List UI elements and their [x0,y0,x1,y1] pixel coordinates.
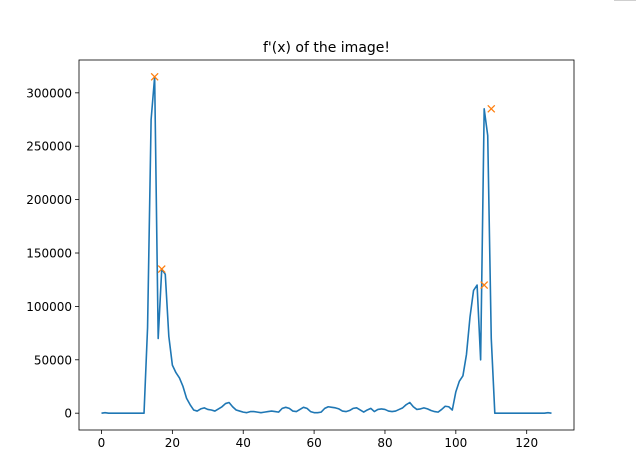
peak-marker [487,104,496,113]
peak-marker [157,265,166,273]
plot-area [79,60,574,430]
peak-marker [150,72,159,81]
y-tick-label: 200000 [26,193,72,207]
x-tick-label: 40 [236,436,251,450]
x-tick-label: 80 [377,436,392,450]
y-tick-label: 250000 [26,140,72,154]
chart-title: f'(x) of the image! [263,40,390,56]
ticks-layer: 0 20 40 60 80 100 120 0 50000 100000 150000 200000 2… [26,86,538,450]
x-tick-label: 60 [306,436,321,450]
y-tick-label: 100000 [26,300,72,314]
peak-marker [480,281,489,290]
y-tick-label: 300000 [26,86,72,100]
y-tick-label: 0 [64,407,72,421]
x-tick-label: 120 [515,436,538,450]
series-line-fprime [101,76,552,414]
x-tick-label: 100 [444,436,467,450]
window-corner-rule [614,0,636,1]
y-tick-label: 50000 [34,353,72,367]
x-tick-label: 20 [165,436,180,450]
x-tick-label: 0 [98,436,106,450]
series-layer [101,72,552,414]
y-tick-label: 150000 [26,247,72,261]
plot-frame [78,59,575,431]
